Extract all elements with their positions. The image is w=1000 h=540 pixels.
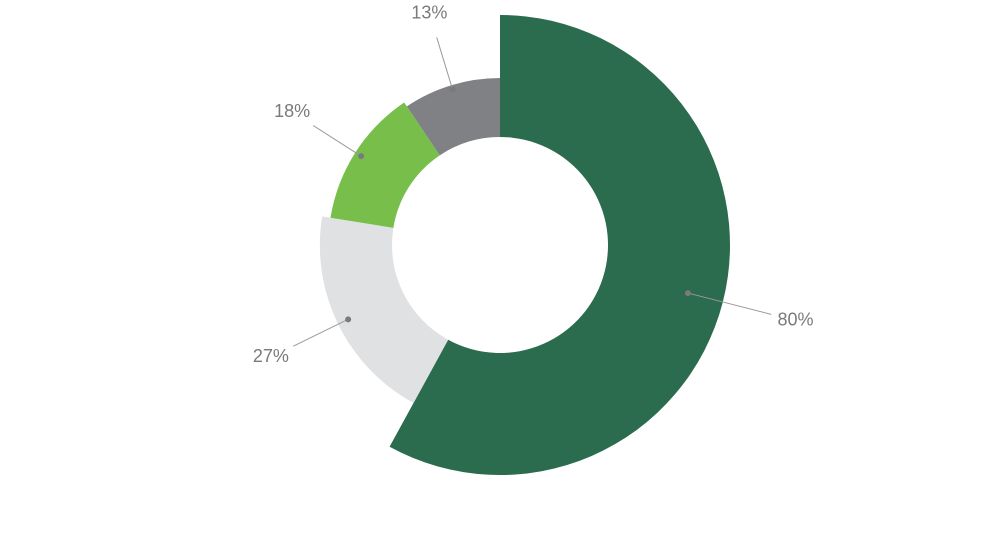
- value-label: 13%: [411, 2, 447, 22]
- leader-line: [312, 125, 362, 157]
- value-label: 18%: [274, 101, 310, 121]
- leader-dot: [345, 316, 352, 323]
- value-label: 80%: [777, 309, 813, 329]
- leader-dot: [684, 290, 691, 297]
- leader-dot: [449, 86, 456, 93]
- leader-line: [293, 318, 349, 347]
- donut-slice: [319, 216, 449, 404]
- leader-line: [436, 37, 454, 90]
- leader-dot: [358, 153, 365, 160]
- donut-slice: [406, 78, 500, 156]
- donut-slice: [389, 15, 731, 476]
- donut-slice: [330, 102, 440, 228]
- value-label: 27%: [253, 346, 289, 366]
- leader-line: [687, 292, 772, 315]
